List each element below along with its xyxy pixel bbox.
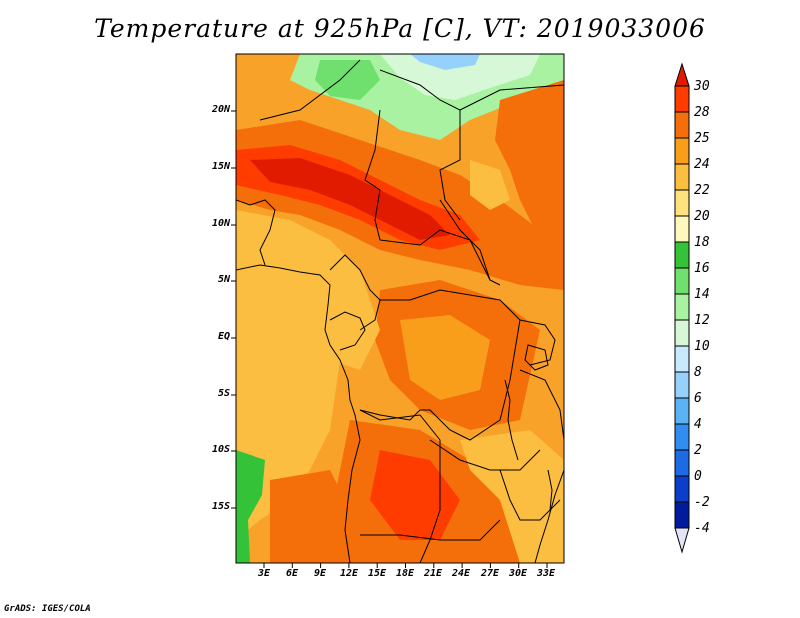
cb-label-6: 6	[694, 391, 702, 406]
sahel-hottest-field	[250, 158, 450, 240]
lat-label-10n: 10N	[211, 218, 230, 229]
colorbar-bottom-arrow	[674, 527, 690, 554]
colorbar-swatch	[674, 293, 690, 321]
lake-victoria	[524, 344, 549, 371]
colorbar-swatch	[674, 423, 690, 451]
colorbar-swatch	[674, 371, 690, 399]
cb-label-22: 22	[694, 183, 710, 198]
lon-label-12e: 12E	[339, 568, 359, 579]
lat-label-10s: 10S	[211, 444, 230, 455]
cb-label-minus2: -2	[694, 495, 710, 510]
colorbar-swatch	[674, 475, 690, 503]
cb-label-18: 18	[694, 235, 710, 250]
lat-label-20n: 20N	[211, 104, 230, 115]
colorbar-swatch	[674, 241, 690, 269]
sahara-blue-field	[410, 54, 480, 70]
colorbar-swatch	[674, 215, 690, 243]
cb-label-25: 25	[694, 131, 710, 146]
border-uganda	[519, 319, 556, 366]
colorbar-swatch	[674, 449, 690, 477]
border-namibia	[360, 519, 501, 541]
southern-mild-field	[460, 430, 564, 563]
lon-label-27e: 27E	[480, 568, 500, 579]
lake-malawi	[547, 469, 553, 511]
sw-cool-field	[236, 450, 265, 563]
colorbar-swatch	[674, 501, 690, 529]
border-west	[236, 199, 276, 266]
colorbar-swatch	[674, 137, 690, 165]
lon-label-33e: 33E	[536, 568, 556, 579]
west-coast-field	[236, 210, 380, 370]
cb-label-4: 4	[694, 417, 702, 432]
coastline	[236, 264, 361, 563]
lake-tanganyika	[504, 379, 519, 461]
lat-label-5n: 5N	[217, 274, 230, 285]
cb-label-16: 16	[694, 261, 710, 276]
lon-label-9e: 9E	[313, 568, 327, 579]
lat-label-eq: EQ	[217, 331, 230, 342]
lon-label-15e: 15E	[367, 568, 387, 579]
border-gabon	[329, 311, 366, 351]
border-drc	[359, 289, 521, 441]
colorbar-swatch	[674, 189, 690, 217]
map-frame	[235, 53, 565, 564]
cb-label-24: 24	[694, 157, 710, 172]
congo-mild-field	[400, 315, 490, 400]
colorbar-swatch	[674, 345, 690, 373]
colorbar-top-arrow	[674, 62, 690, 87]
cb-label-20: 20	[694, 209, 710, 224]
cb-label-14: 14	[694, 287, 710, 302]
lat-label-5s: 5S	[217, 388, 230, 399]
border-zambia	[429, 439, 541, 471]
footer-credit: GrADS: IGES/COLA	[4, 604, 91, 614]
lat-label-15s: 15S	[211, 501, 230, 512]
border-cameroon	[329, 254, 381, 331]
sahara-cold-field	[380, 54, 540, 100]
cb-label-30: 30	[694, 79, 710, 94]
cb-label-28: 28	[694, 105, 710, 120]
sahara-green-field	[315, 60, 380, 100]
east-coast	[534, 469, 564, 563]
colorbar-swatch	[674, 267, 690, 295]
cb-label-12: 12	[694, 313, 710, 328]
border-angola	[359, 409, 441, 563]
cb-label-2: 2	[694, 443, 702, 458]
cb-label-minus4: -4	[694, 521, 710, 536]
lon-label-3e: 3E	[257, 568, 271, 579]
colorbar-swatch	[674, 111, 690, 139]
cb-label-10: 10	[694, 339, 710, 354]
lon-label-30e: 30E	[508, 568, 528, 579]
lon-label-24e: 24E	[451, 568, 471, 579]
map-title: Temperature at 925hPa [C], VT: 201903300…	[94, 14, 706, 43]
east-mild-field	[470, 160, 510, 210]
colorbar-swatch	[674, 319, 690, 347]
border-tanzania	[519, 369, 564, 441]
axis-ticks	[231, 110, 548, 568]
border-mozambique	[499, 469, 561, 521]
east-hot-field	[495, 80, 564, 250]
lon-label-18e: 18E	[395, 568, 415, 579]
border-car	[379, 229, 491, 281]
border-chad	[364, 109, 381, 241]
colorbar-swatch	[674, 85, 690, 113]
border-north	[259, 59, 461, 221]
colorbar-swatch	[674, 397, 690, 425]
lat-label-15n: 15N	[211, 161, 230, 172]
colorbar-swatch	[674, 163, 690, 191]
cb-label-0: 0	[694, 469, 702, 484]
border-sudan	[439, 84, 564, 286]
cb-label-8: 8	[694, 365, 702, 380]
angola-hot-field	[270, 470, 350, 563]
lon-label-21e: 21E	[423, 568, 443, 579]
lon-label-6e: 6E	[285, 568, 299, 579]
